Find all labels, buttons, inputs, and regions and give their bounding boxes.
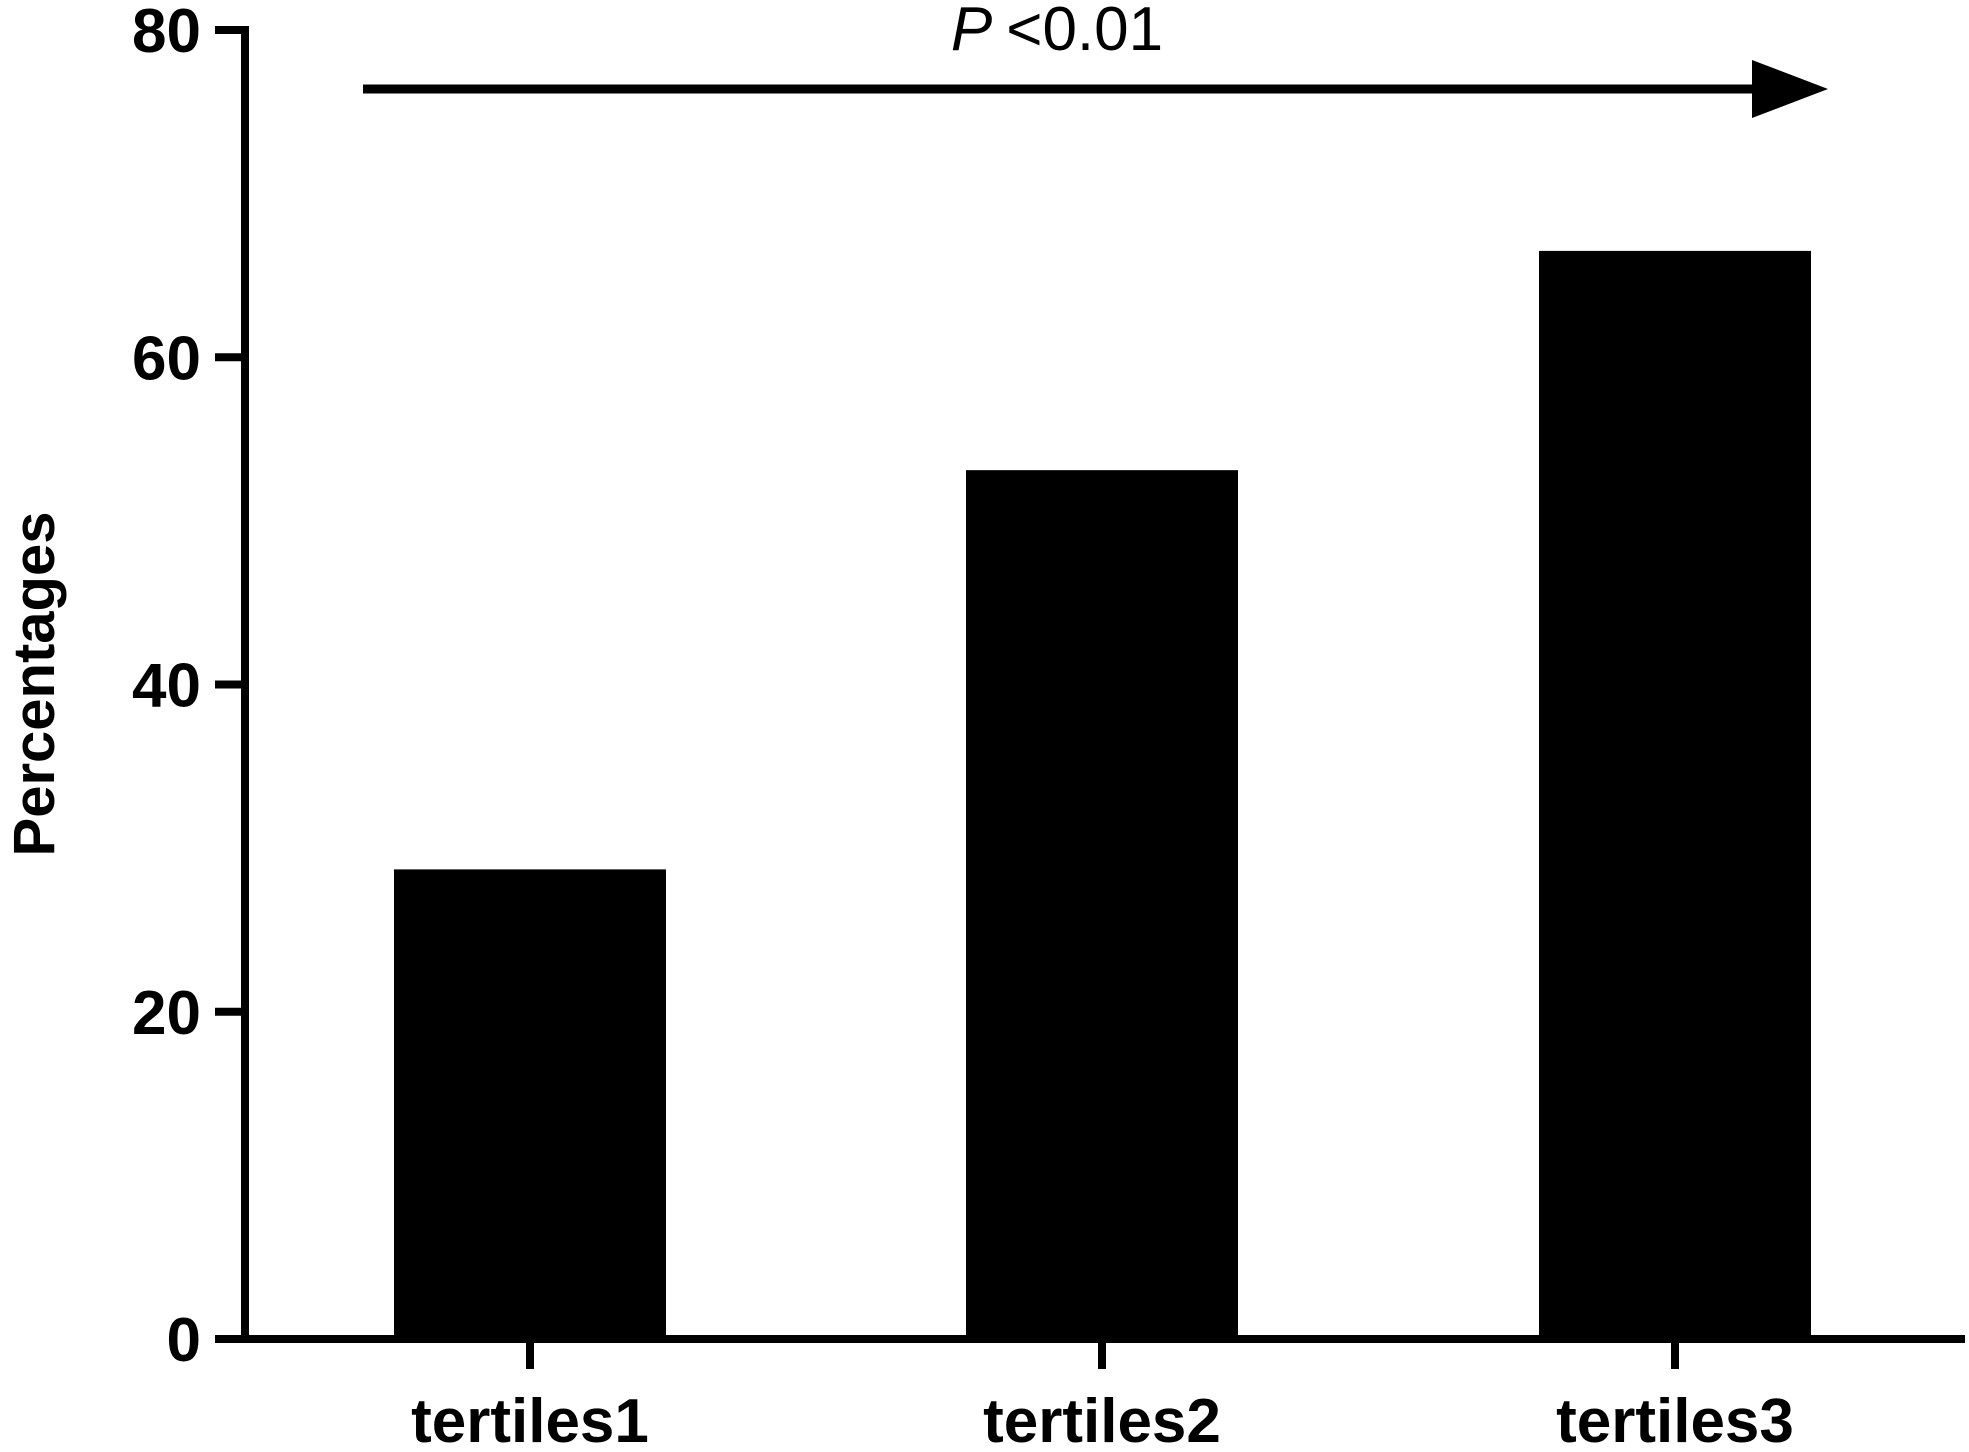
axes-group: 0 20 40 60 80 tertiles1 tertiles2 tertiles3 [132, 0, 1965, 1452]
x-tick-label-tertiles3: tertiles3 [1556, 1387, 1794, 1447]
y-tick-label-20: 20 [132, 979, 201, 1048]
p-value-text: <0.01 [1006, 0, 1163, 64]
y-axis-label: Percentages [2, 512, 67, 857]
x-tick-label-tertiles2: tertiles2 [983, 1387, 1221, 1447]
y-tick-label-80: 80 [132, 0, 201, 66]
y-tick-label-60: 60 [132, 324, 201, 393]
p-value-annotation: P <0.01 [951, 0, 1163, 64]
trend-arrow-head-icon [1752, 60, 1828, 118]
bar-tertiles3 [1539, 250, 1811, 1339]
bars-group [394, 250, 1811, 1339]
x-tick-label-tertiles1: tertiles1 [411, 1387, 649, 1447]
bar-tertiles2 [966, 470, 1238, 1339]
bar-tertiles1 [394, 869, 666, 1339]
p-symbol: P [951, 0, 992, 64]
y-tick-label-0: 0 [167, 1306, 201, 1375]
y-tick-label-40: 40 [132, 652, 201, 721]
